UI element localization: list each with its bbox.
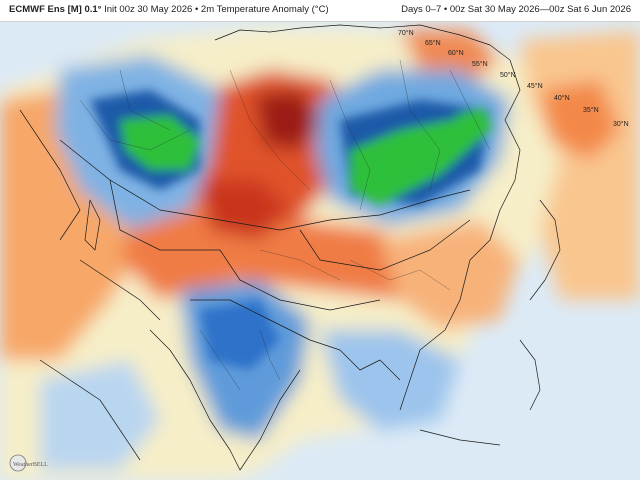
valid-period: Days 0–7 • 00z Sat 30 May 2026—00z Sat 6…	[401, 4, 631, 15]
weatherbell-logo: WeatherBELL	[9, 454, 48, 472]
hot-kazakh	[200, 180, 290, 240]
warm-ne-asia	[400, 30, 500, 90]
latitude-labels: 70°N 65°N 60°N 55°N 50°N 45°N 40°N 35°N …	[398, 29, 629, 128]
coastline-india	[149, 329, 301, 471]
lat-label: 70°N	[398, 29, 414, 37]
border-iran	[79, 259, 161, 321]
lat-label: 30°N	[613, 120, 629, 128]
border-mongolia	[299, 219, 471, 271]
lat-label: 50°N	[500, 71, 516, 79]
border-indonesia	[419, 429, 501, 446]
lat-label: 60°N	[448, 49, 464, 57]
map-title: ECMWF Ens [M] 0.1° Init 00z 30 May 2026 …	[9, 4, 329, 15]
lat-label: 45°N	[527, 82, 543, 90]
lat-label: 35°N	[583, 106, 599, 114]
border-europe	[19, 109, 81, 241]
lat-label: 65°N	[425, 39, 441, 47]
border-china-west	[219, 249, 381, 311]
internal-borders	[79, 59, 491, 391]
very-hot-core	[255, 90, 320, 150]
warm-china	[380, 220, 520, 330]
lat-label: 55°N	[472, 60, 488, 68]
green-kamchatka	[455, 108, 492, 140]
map-header: ECMWF Ens [M] 0.1° Init 00z 30 May 2026 …	[0, 0, 640, 22]
cool-arabia	[40, 360, 160, 470]
lat-label: 40°N	[554, 94, 570, 102]
model-name: ECMWF Ens [M] 0.1°	[9, 4, 102, 15]
green-east	[350, 118, 485, 205]
cool-se-asia	[320, 330, 460, 430]
border-caspian	[84, 199, 101, 251]
logo-globe-icon	[9, 454, 27, 472]
temperature-anomaly-map: 70°N 65°N 60°N 55°N 50°N 45°N 40°N 35°N …	[0, 22, 640, 480]
coastline-japan	[529, 199, 561, 301]
coastline-arabia	[39, 359, 141, 461]
logo-text: WeatherBELL	[13, 462, 48, 468]
very-cold-india	[200, 300, 280, 370]
init-time: Init 00z 30 May 2026 • 2m Temperature An…	[104, 4, 329, 15]
border-kazakh	[109, 179, 220, 251]
extreme-cold-field	[90, 90, 492, 370]
border-india-north	[190, 299, 341, 351]
warm-central	[120, 190, 420, 300]
warm-east-core	[540, 80, 620, 160]
border-sea-asia	[339, 349, 401, 381]
coastline-pacific	[399, 59, 521, 411]
border-philippines	[519, 339, 541, 411]
political-borders	[19, 24, 561, 471]
green-russia	[120, 115, 200, 170]
coastline-arctic	[214, 24, 511, 61]
border-russia-south	[59, 139, 471, 231]
